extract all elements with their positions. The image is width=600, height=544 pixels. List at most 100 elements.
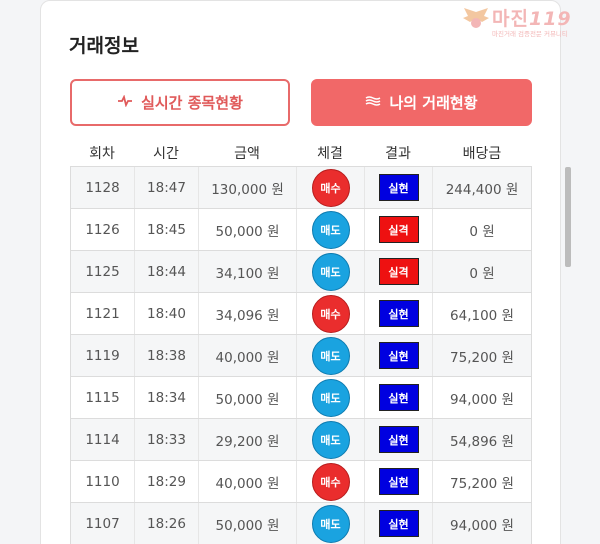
execution-badge: 매도: [311, 210, 350, 249]
cell-round: 1125: [70, 251, 134, 292]
cell-execution: 매도: [296, 419, 364, 460]
cell-round: 1107: [70, 503, 134, 544]
cell-payout: 64,100 원: [432, 293, 532, 334]
table-scrollbar[interactable]: [565, 167, 571, 267]
cell-execution: 매도: [296, 209, 364, 250]
cell-execution: 매도: [296, 503, 364, 544]
table-row: 1125 18:44 34,100 원 매도 실격 0 원: [70, 251, 532, 293]
table-row: 1126 18:45 50,000 원 매도 실격 0 원: [70, 209, 532, 251]
cell-time: 18:33: [134, 419, 198, 460]
result-badge: 실격: [378, 258, 419, 285]
watermark-name: 마진119: [492, 8, 572, 30]
header-execution: 체결: [317, 146, 343, 162]
cell-result: 실현: [364, 419, 432, 460]
table-row: 1128 18:47 130,000 원 매수 실현 244,400 원: [70, 167, 532, 209]
header-amount: 금액: [234, 146, 260, 162]
table-row: 1114 18:33 29,200 원 매도 실현 54,896 원: [70, 419, 532, 461]
wings-emblem-icon: [462, 6, 490, 36]
cell-execution: 매도: [296, 377, 364, 418]
cell-time: 18:40: [134, 293, 198, 334]
cell-payout: 54,896 원: [432, 419, 532, 460]
cell-result: 실현: [364, 167, 432, 208]
cell-result: 실격: [364, 251, 432, 292]
realtime-status-button[interactable]: 실시간 종목현황: [70, 79, 290, 126]
cell-result: 실격: [364, 209, 432, 250]
cell-time: 18:29: [134, 461, 198, 502]
table-row: 1115 18:34 50,000 원 매도 실현 94,000 원: [70, 377, 532, 419]
cell-result: 실현: [364, 293, 432, 334]
cell-execution: 매도: [296, 335, 364, 376]
cell-result: 실현: [364, 461, 432, 502]
cell-time: 18:38: [134, 335, 198, 376]
cell-payout: 94,000 원: [432, 503, 532, 544]
cell-payout: 0 원: [432, 209, 532, 250]
cell-time: 18:44: [134, 251, 198, 292]
cell-amount: 34,096 원: [198, 293, 296, 334]
cell-amount: 40,000 원: [198, 461, 296, 502]
cell-execution: 매수: [296, 167, 364, 208]
cell-payout: 75,200 원: [432, 335, 532, 376]
execution-badge: 매도: [311, 252, 350, 291]
header-time: 시간: [153, 146, 179, 162]
result-badge: 실현: [378, 300, 419, 327]
execution-badge: 매도: [311, 336, 350, 375]
my-trade-status-button[interactable]: 나의 거래현황: [311, 79, 532, 126]
table-row: 1107 18:26 50,000 원 매도 실현 94,000 원: [70, 503, 532, 544]
cell-round: 1128: [70, 167, 134, 208]
cell-round: 1126: [70, 209, 134, 250]
cell-payout: 244,400 원: [432, 167, 532, 208]
execution-badge: 매수: [311, 294, 350, 333]
execution-badge: 매도: [311, 504, 350, 543]
result-badge: 실현: [378, 342, 419, 369]
cell-round: 1110: [70, 461, 134, 502]
cell-time: 18:34: [134, 377, 198, 418]
cell-time: 18:47: [134, 167, 198, 208]
cell-execution: 매수: [296, 461, 364, 502]
result-badge: 실현: [378, 468, 419, 495]
cell-payout: 0 원: [432, 251, 532, 292]
cell-result: 실현: [364, 503, 432, 544]
cell-round: 1115: [70, 377, 134, 418]
result-badge: 실현: [378, 426, 419, 453]
cell-round: 1114: [70, 419, 134, 460]
my-trade-status-label: 나의 거래현황: [389, 94, 478, 112]
execution-badge: 매도: [311, 420, 350, 459]
header-result: 결과: [385, 146, 411, 162]
cell-round: 1121: [70, 293, 134, 334]
cell-execution: 매도: [296, 251, 364, 292]
cell-amount: 29,200 원: [198, 419, 296, 460]
cell-execution: 매수: [296, 293, 364, 334]
cell-amount: 50,000 원: [198, 377, 296, 418]
cell-amount: 130,000 원: [198, 167, 296, 208]
cell-time: 18:45: [134, 209, 198, 250]
realtime-status-label: 실시간 종목현황: [141, 94, 243, 112]
result-badge: 실현: [378, 384, 419, 411]
execution-badge: 매도: [311, 378, 350, 417]
header-payout: 배당금: [462, 146, 502, 162]
cell-result: 실현: [364, 335, 432, 376]
cell-time: 18:26: [134, 503, 198, 544]
cell-result: 실현: [364, 377, 432, 418]
result-badge: 실현: [378, 510, 419, 537]
trade-info-card: 거래정보 실시간 종목현황 나의 거래현황 회차 시간 금액 체결 결과 배당금…: [40, 0, 571, 544]
result-badge: 실격: [378, 216, 419, 243]
waves-icon: [365, 95, 381, 110]
header-round: 회차: [89, 146, 115, 162]
cell-amount: 50,000 원: [198, 209, 296, 250]
trade-table-body: 1128 18:47 130,000 원 매수 실현 244,400 원 1126 18:45…: [70, 166, 532, 544]
table-row: 1121 18:40 34,096 원 매수 실현 64,100 원: [70, 293, 532, 335]
pulse-icon: [117, 94, 133, 110]
result-badge: 실현: [378, 174, 419, 201]
execution-badge: 매수: [311, 168, 350, 207]
table-row: 1119 18:38 40,000 원 매도 실현 75,200 원: [70, 335, 532, 377]
cell-round: 1119: [70, 335, 134, 376]
cell-amount: 50,000 원: [198, 503, 296, 544]
table-row: 1110 18:29 40,000 원 매수 실현 75,200 원: [70, 461, 532, 503]
table-header: 회차 시간 금액 체결 결과 배당금: [70, 141, 532, 165]
cell-amount: 40,000 원: [198, 335, 296, 376]
watermark-tagline: 마진거래 검증전문 커뮤니티: [492, 30, 568, 38]
cell-payout: 75,200 원: [432, 461, 532, 502]
execution-badge: 매수: [311, 462, 350, 501]
watermark-logo: 마진119 마진거래 검증전문 커뮤니티: [462, 4, 596, 38]
cell-amount: 34,100 원: [198, 251, 296, 292]
